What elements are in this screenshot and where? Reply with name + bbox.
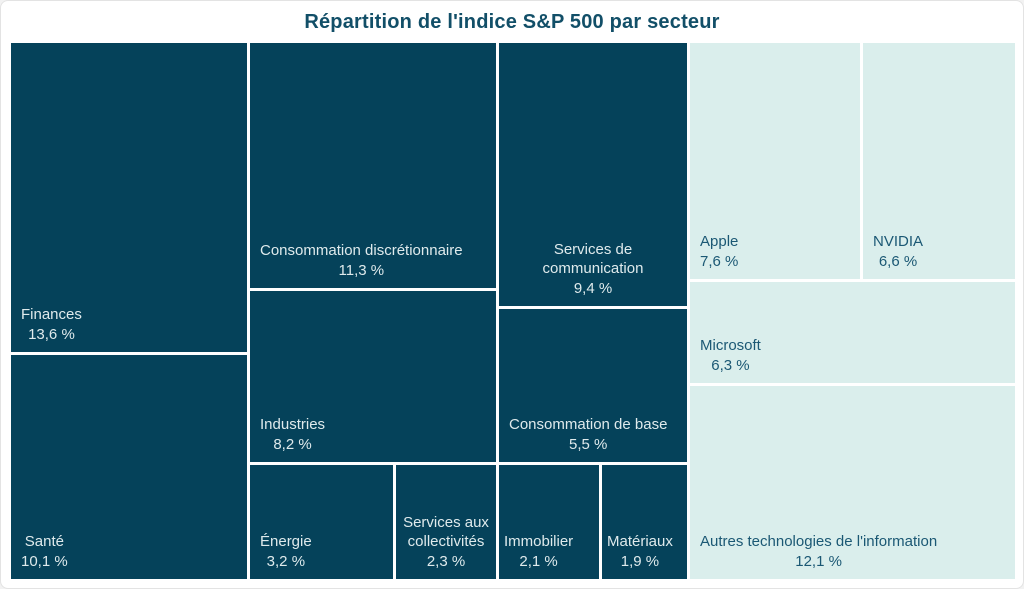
treemap-tile-finances: Finances 13,6 %	[11, 43, 247, 352]
tile-value: 11,3 %	[338, 261, 385, 279]
tile-label: Santé	[24, 533, 64, 550]
tile-value: 8,2 %	[273, 435, 312, 453]
tile-label: Matériaux	[607, 533, 673, 550]
tile-value: 2,1 %	[519, 552, 558, 570]
tile-value: 5,5 %	[569, 435, 608, 453]
tile-label: NVIDIA	[873, 233, 924, 250]
tile-label-block: Industries 8,2 %	[260, 415, 325, 454]
tile-value: 9,4 %	[573, 279, 613, 297]
tile-value: 6,6 %	[878, 252, 918, 270]
treemap-tile-services-aux-collectivites: Services aux collectivités 2,3 %	[396, 465, 496, 579]
tile-label-block: Énergie 3,2 %	[260, 532, 312, 571]
treemap-tile-nvidia: NVIDIA 6,6 %	[863, 43, 1015, 279]
treemap-tile-consommation-discretionnaire: Consommation discrétionnaire 11,3 %	[250, 43, 496, 288]
tile-label: Finances	[21, 306, 82, 323]
tile-label-block: Matériaux 1,9 %	[607, 532, 673, 571]
treemap-tile-energie: Énergie 3,2 %	[250, 465, 393, 579]
tile-label-block: Consommation de base 5,5 %	[509, 415, 667, 454]
tile-label-block: Services aux collectivités 2,3 %	[401, 513, 491, 572]
treemap-tile-sante: Santé 10,1 %	[11, 355, 247, 579]
treemap-tile-microsoft: Microsoft 6,3 %	[690, 282, 1015, 383]
tile-label-block: Consommation discrétionnaire 11,3 %	[260, 241, 463, 280]
tile-label-block: Santé 10,1 %	[21, 532, 68, 571]
tile-label-block: Microsoft 6,3 %	[700, 336, 761, 375]
tile-label: Consommation discrétionnaire	[260, 242, 463, 259]
tile-label-block: Autres technologies de l'information 12,…	[700, 532, 937, 571]
treemap-tile-immobilier: Immobilier 2,1 %	[499, 465, 599, 579]
tile-label: Microsoft	[700, 337, 761, 354]
tile-value: 13,6 %	[28, 325, 75, 343]
tile-value: 6,3 %	[711, 356, 750, 374]
treemap-tile-services-de-communication: Services de communication 9,4 %	[499, 43, 687, 306]
tile-value: 12,1 %	[795, 552, 842, 570]
chart-title: Répartition de l'indice S&P 500 par sect…	[304, 11, 720, 33]
tile-value: 7,6 %	[700, 252, 739, 270]
tile-label-block: Services de communication 9,4 %	[509, 240, 677, 299]
tile-label-block: Finances 13,6 %	[21, 305, 82, 344]
tile-label: Industries	[260, 416, 326, 433]
tile-label: Énergie	[260, 533, 312, 550]
tile-value: 1,9 %	[620, 552, 660, 570]
treemap-tile-materiaux: Matériaux 1,9 %	[602, 465, 687, 579]
tile-value: 2,3 %	[426, 552, 466, 570]
tile-label: Consommation de base	[509, 416, 668, 433]
tile-value: 3,2 %	[266, 552, 306, 570]
tile-label-block: Apple 7,6 %	[700, 232, 738, 271]
tile-label: Autres technologies de l'information	[700, 533, 938, 550]
treemap-tile-consommation-de-base: Consommation de base 5,5 %	[499, 309, 687, 462]
tile-label-block: NVIDIA 6,6 %	[873, 232, 923, 271]
treemap-tile-autres-technologies: Autres technologies de l'information 12,…	[690, 386, 1015, 579]
tile-label: Services de communication	[542, 240, 644, 278]
tile-value: 10,1 %	[21, 552, 68, 570]
tile-label-block: Immobilier 2,1 %	[504, 532, 573, 571]
tile-label: Apple	[700, 233, 739, 250]
treemap-tile-industries: Industries 8,2 %	[250, 291, 496, 462]
tile-label: Immobilier	[504, 533, 574, 550]
tile-label: Services aux collectivités	[403, 513, 489, 551]
treemap-tile-apple: Apple 7,6 %	[690, 43, 860, 279]
